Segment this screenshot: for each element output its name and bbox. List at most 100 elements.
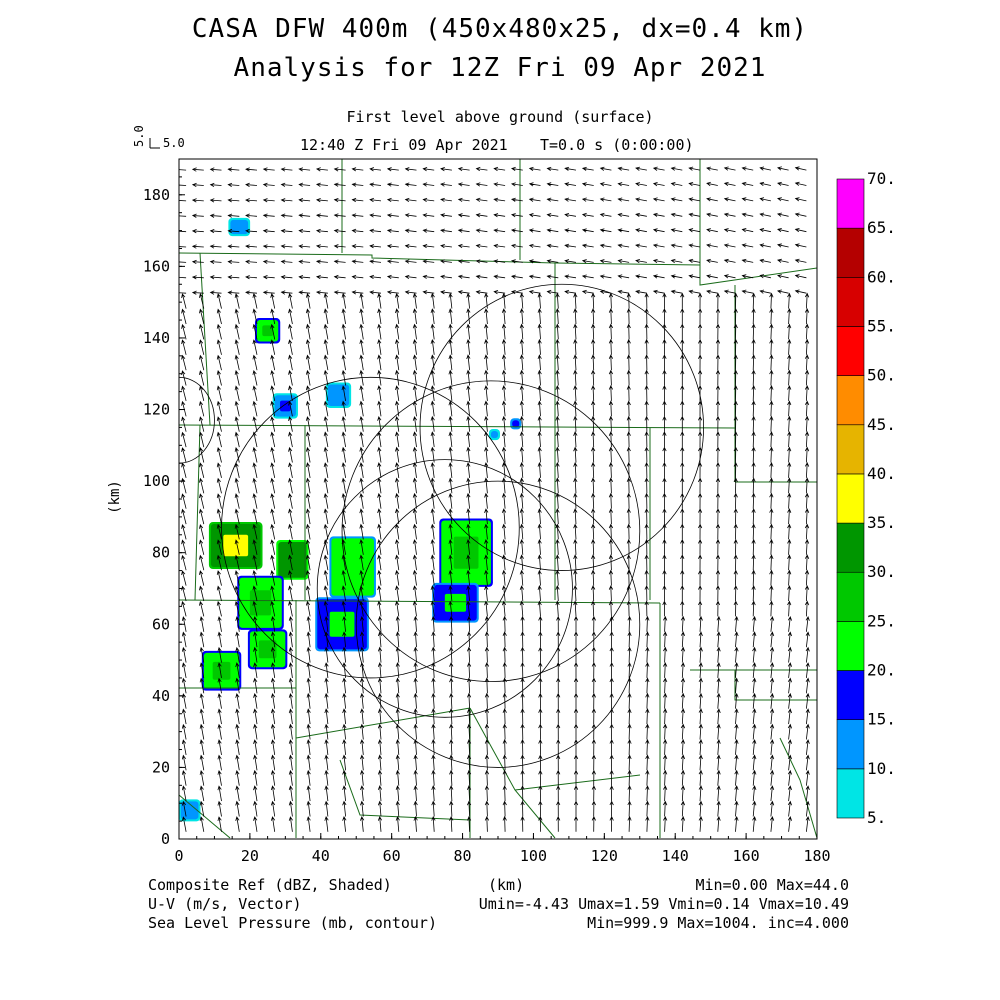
x-tick-label: 20 (241, 847, 259, 865)
y-axis-label: (km) (107, 480, 123, 514)
colorbar-swatch (836, 670, 865, 720)
county-line (179, 424, 736, 429)
colorbar-label: 25. (867, 611, 896, 630)
colorbar-label: 65. (867, 218, 896, 237)
echo-core (223, 534, 249, 557)
x-tick-label: 80 (454, 847, 472, 865)
colorbar-label: 50. (867, 366, 896, 385)
colorbar-swatch (836, 571, 865, 622)
x-tick-label: 100 (520, 847, 547, 865)
wind-vectors-layer (179, 166, 810, 832)
range-ring (221, 376, 520, 679)
footer-stats-reflectivity: Min=0.00 Max=44.0 (695, 876, 849, 894)
range-ring (179, 376, 215, 464)
colorbar-label: 20. (867, 661, 896, 680)
colorbar-label: 5. (867, 808, 886, 827)
colorbar-label: 60. (867, 267, 896, 286)
colorbar-swatch (836, 277, 865, 327)
echo-core (212, 661, 231, 680)
echo-core (280, 400, 291, 412)
y-tick-label: 140 (143, 329, 170, 347)
vector-key-label: 5.0 (132, 125, 146, 147)
colorbar-swatch (836, 178, 865, 229)
y-tick-label: 20 (152, 758, 170, 776)
x-tick-label: 0 (174, 847, 183, 865)
echo-core (262, 325, 273, 337)
echo-cell (512, 420, 520, 428)
county-line (699, 265, 817, 286)
echo-core (333, 389, 344, 401)
colorbar-swatch (836, 424, 865, 475)
y-tick-label: 160 (143, 257, 170, 275)
chart-subtitle: Analysis for 12Z Fri 09 Apr 2021 (233, 53, 767, 83)
range-ring (341, 380, 641, 682)
y-tick-label: 180 (143, 186, 170, 204)
county-line (295, 707, 471, 739)
colorbar-swatch (836, 768, 865, 819)
echo-core (329, 611, 355, 637)
county-line (194, 424, 201, 601)
echo-cell (180, 801, 199, 820)
colorbar-label: 30. (867, 562, 896, 581)
y-tick-label: 80 (152, 544, 170, 562)
echo-core (285, 550, 300, 569)
x-tick-label: 120 (591, 847, 618, 865)
wind-vector-field (179, 166, 810, 832)
x-tick-label: 160 (733, 847, 760, 865)
colorbar-swatch (836, 473, 865, 524)
county-line (199, 252, 211, 426)
range-ring (355, 480, 641, 768)
footer-stats-pressure: Min=999.9 Max=1004. inc=4.000 (587, 914, 849, 932)
colorbar-swatch (836, 719, 865, 770)
valid-time-label: T=0.0 s (0:00:00) (540, 136, 694, 154)
colorbar-label: 10. (867, 759, 896, 778)
county-line (179, 599, 661, 604)
axes-layer: 0 20 40 60 80 100 120 140 160 180 0 20 40 60 80 100 120 1… (143, 158, 831, 865)
reflectivity-layer (179, 217, 522, 822)
colorbar-label: 70. (867, 169, 896, 188)
county-line (469, 707, 556, 839)
vector-key-side-label: 5.0 (163, 136, 185, 150)
x-tick-label: 140 (662, 847, 689, 865)
x-tick-label: 180 (803, 847, 830, 865)
range-rings-layer (179, 283, 704, 768)
footer-field-pressure: Sea Level Pressure (mb, contour) (148, 914, 437, 932)
county-line (339, 759, 471, 821)
echo-core (342, 552, 364, 582)
y-tick-label: 0 (161, 830, 170, 848)
county-lines-layer (179, 159, 817, 839)
colorbar-label: 35. (867, 513, 896, 532)
echo-cell (490, 431, 498, 439)
x-axis-label: (km) (488, 876, 525, 894)
time-label: 12:40 Z Fri 09 Apr 2021 (300, 136, 508, 154)
x-tick-label: 40 (312, 847, 330, 865)
echo-core (258, 640, 277, 659)
y-tick-label: 60 (152, 615, 170, 633)
colorbar-swatch (836, 326, 865, 376)
y-tick-label: 120 (143, 401, 170, 419)
county-line (514, 774, 641, 791)
colorbar-swatch (836, 621, 865, 671)
range-ring (419, 283, 704, 571)
footer-stats-wind: Umin=-4.43 Umax=1.59 Vmin=0.14 Vmax=10.4… (478, 895, 849, 913)
colorbar-label: 40. (867, 464, 896, 483)
level-label: First level above ground (surface) (346, 108, 654, 126)
footer-field-wind: U-V (m/s, Vector) (148, 895, 302, 913)
county-line (179, 159, 701, 266)
y-tick-label: 40 (152, 687, 170, 705)
vector-key: 5.0 5.0 (132, 125, 185, 150)
colorbar-swatch (836, 227, 865, 278)
colorbar: 5. 10. 15. 20. 25. 30. 35. 40. 45. 50. 55. 60. 65. 70… (836, 169, 896, 827)
footer-field-reflectivity: Composite Ref (dBZ, Shaded) (148, 876, 392, 894)
echo-core (453, 536, 479, 569)
colorbar-swatch (836, 375, 865, 426)
colorbar-label: 45. (867, 415, 896, 434)
range-ring (316, 459, 573, 718)
colorbar-label: 15. (867, 710, 896, 729)
echo-cell (230, 219, 249, 235)
county-line (734, 670, 817, 701)
colorbar-label: 55. (867, 316, 896, 335)
echo-core (249, 590, 272, 616)
x-tick-label: 60 (383, 847, 401, 865)
